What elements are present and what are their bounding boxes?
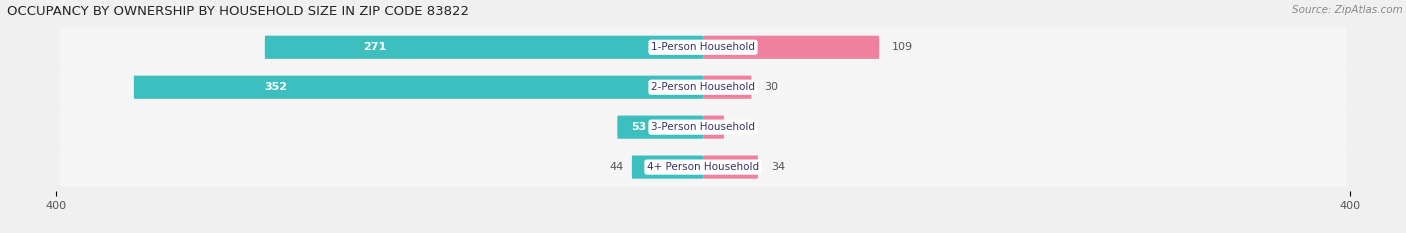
- Text: OCCUPANCY BY OWNERSHIP BY HOUSEHOLD SIZE IN ZIP CODE 83822: OCCUPANCY BY OWNERSHIP BY HOUSEHOLD SIZE…: [7, 5, 470, 18]
- FancyBboxPatch shape: [134, 76, 703, 99]
- FancyBboxPatch shape: [703, 155, 758, 179]
- Text: 109: 109: [893, 42, 914, 52]
- Text: 13: 13: [737, 122, 751, 132]
- Text: 4+ Person Household: 4+ Person Household: [647, 162, 759, 172]
- Text: 3-Person Household: 3-Person Household: [651, 122, 755, 132]
- Text: 34: 34: [770, 162, 785, 172]
- FancyBboxPatch shape: [631, 155, 703, 179]
- FancyBboxPatch shape: [703, 116, 724, 139]
- FancyBboxPatch shape: [59, 147, 1347, 187]
- Text: 352: 352: [264, 82, 288, 92]
- Text: 1-Person Household: 1-Person Household: [651, 42, 755, 52]
- FancyBboxPatch shape: [59, 68, 1347, 107]
- FancyBboxPatch shape: [703, 76, 752, 99]
- Text: 44: 44: [610, 162, 624, 172]
- FancyBboxPatch shape: [59, 108, 1347, 147]
- FancyBboxPatch shape: [703, 36, 879, 59]
- FancyBboxPatch shape: [59, 28, 1347, 67]
- Text: 30: 30: [765, 82, 779, 92]
- Text: Source: ZipAtlas.com: Source: ZipAtlas.com: [1292, 5, 1403, 15]
- Text: 271: 271: [363, 42, 387, 52]
- FancyBboxPatch shape: [617, 116, 703, 139]
- Text: 2-Person Household: 2-Person Household: [651, 82, 755, 92]
- FancyBboxPatch shape: [264, 36, 703, 59]
- Text: 53: 53: [631, 122, 647, 132]
